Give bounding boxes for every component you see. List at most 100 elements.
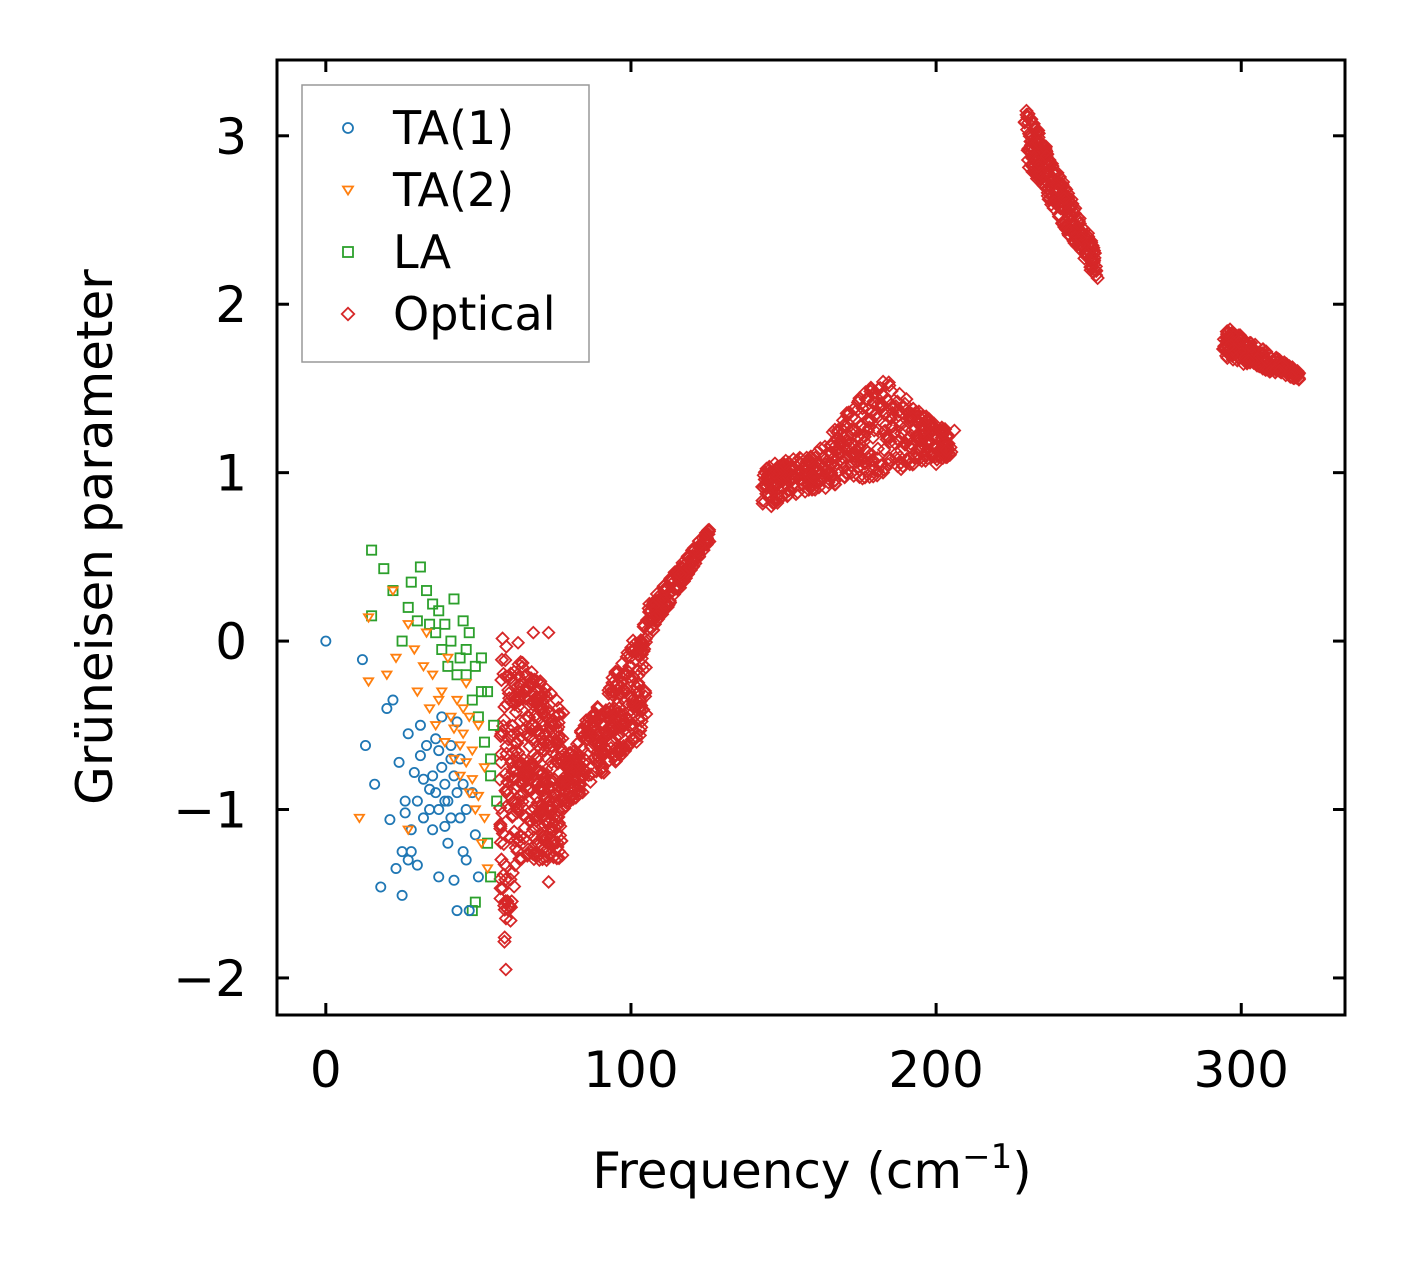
optical-point <box>637 689 653 704</box>
optical-point <box>1042 152 1057 168</box>
optical-point <box>851 459 866 475</box>
data-point <box>469 829 481 841</box>
data-point <box>441 653 455 664</box>
optical-point <box>756 480 771 495</box>
optical-point <box>583 767 599 782</box>
optical-point <box>539 829 554 845</box>
optical-point <box>648 609 663 624</box>
optical-point <box>496 867 512 882</box>
data-point <box>387 694 399 706</box>
optical-point <box>614 679 629 695</box>
optical-point <box>881 450 897 466</box>
x-axis-label-close: ) <box>1012 1142 1032 1200</box>
optical-point <box>1048 167 1063 182</box>
optical-point <box>524 664 539 680</box>
optical-point <box>496 836 512 852</box>
optical-point <box>807 482 823 497</box>
optical-point <box>1023 137 1039 153</box>
data-point <box>381 702 393 714</box>
optical-point <box>1022 128 1038 144</box>
optical-point <box>630 712 646 727</box>
data-point <box>433 871 445 883</box>
data-point <box>411 795 423 807</box>
optical-point <box>612 687 628 703</box>
data-point <box>417 662 430 673</box>
data-point <box>423 704 436 715</box>
data-point <box>478 763 491 774</box>
data-point <box>366 544 378 556</box>
optical-point <box>884 419 899 435</box>
optical-point <box>493 881 508 896</box>
data-point <box>408 645 421 656</box>
optical-point <box>634 647 649 662</box>
data-point <box>424 804 436 816</box>
data-point <box>359 740 371 752</box>
optical-point <box>614 747 629 763</box>
optical-point <box>590 748 606 763</box>
optical-point <box>768 490 784 505</box>
data-point <box>417 812 429 824</box>
optical-point <box>1288 368 1303 383</box>
optical-point <box>514 774 529 790</box>
data-point <box>447 754 461 765</box>
optical-point <box>816 459 832 475</box>
data-point <box>481 864 494 875</box>
data-point <box>408 766 420 778</box>
optical-point <box>672 574 688 589</box>
optical-point <box>571 778 587 794</box>
y-tick-label: −1 <box>173 782 247 840</box>
optical-point <box>533 766 548 782</box>
optical-point <box>944 444 959 460</box>
data-point <box>460 669 472 681</box>
optical-point <box>522 812 538 828</box>
data-point <box>427 770 439 782</box>
optical-point <box>692 537 708 553</box>
optical-point <box>863 380 879 396</box>
optical-point <box>862 447 878 463</box>
optical-point <box>496 712 512 727</box>
optical-point <box>640 622 655 637</box>
data-point <box>402 854 414 866</box>
optical-point <box>1024 150 1040 166</box>
optical-point <box>1017 114 1033 130</box>
data-point <box>375 881 387 893</box>
data-point <box>491 795 503 807</box>
data-point <box>436 761 448 773</box>
data-point <box>459 679 473 690</box>
data-point <box>511 635 526 650</box>
data-point <box>828 477 843 492</box>
optical-point <box>557 784 573 800</box>
optical-point <box>1029 121 1044 136</box>
optical-point <box>501 691 517 706</box>
optical-point <box>1219 326 1235 342</box>
x-tick-label: 300 <box>1194 1041 1289 1099</box>
optical-point <box>535 842 551 857</box>
optical-point <box>1036 178 1051 193</box>
optical-point <box>493 818 508 834</box>
optical-point <box>535 694 550 709</box>
optical-point <box>495 826 511 841</box>
optical-point <box>847 448 863 464</box>
optical-point <box>565 758 581 773</box>
optical-point <box>767 466 782 481</box>
optical-point <box>548 735 564 750</box>
optical-point <box>519 728 535 743</box>
data-point <box>469 805 482 816</box>
optical-point <box>913 442 929 457</box>
optical-point <box>557 798 573 814</box>
x-axis-label-exponent: −1 <box>962 1137 1012 1177</box>
optical-point <box>866 423 882 438</box>
data-point <box>466 746 479 757</box>
data-point <box>417 773 429 785</box>
data-point <box>424 783 436 795</box>
scatter-points <box>320 103 1307 977</box>
optical-point <box>803 449 819 465</box>
optical-point <box>539 750 555 766</box>
optical-point <box>882 453 898 468</box>
optical-point <box>532 764 548 779</box>
optical-point <box>905 410 921 426</box>
optical-point <box>493 891 508 906</box>
data-point <box>399 795 411 807</box>
plot-frame <box>275 58 1347 1017</box>
optical-point <box>504 755 519 771</box>
